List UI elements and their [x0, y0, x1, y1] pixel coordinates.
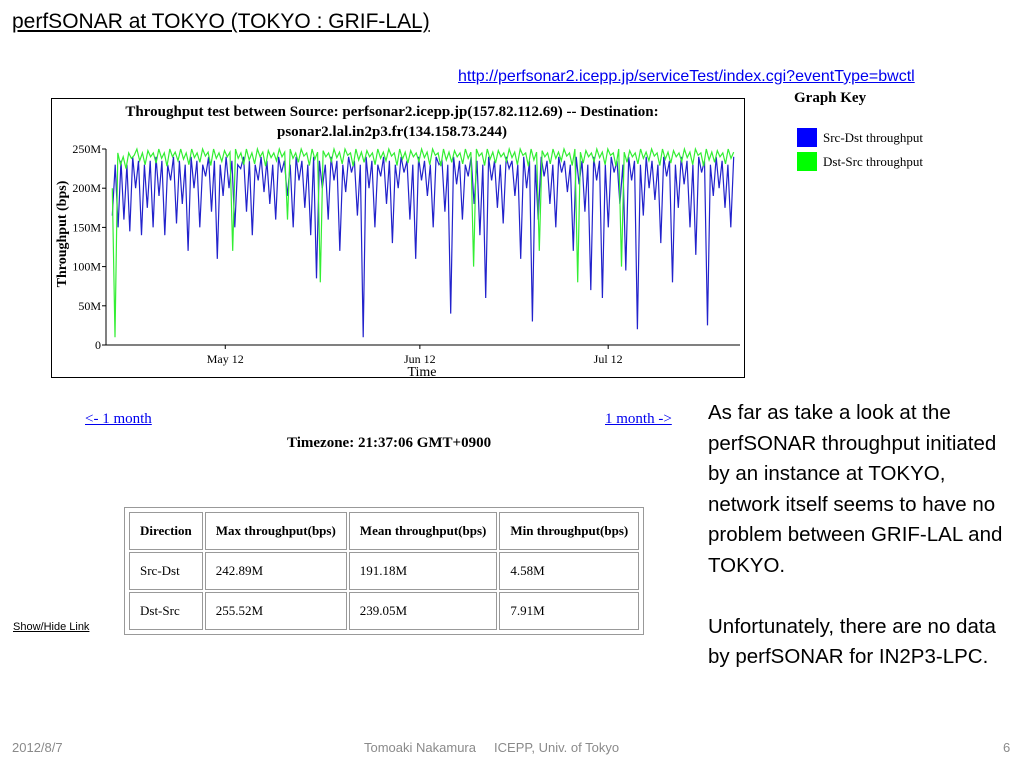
x-tick-label: May 12	[207, 352, 244, 366]
dst-src-swatch	[797, 152, 817, 171]
y-tick-label: 150M	[72, 220, 101, 234]
chart-title-line2: psonar2.lal.in2p3.fr(134.158.73.244)	[277, 124, 507, 140]
x-tick-label: Jun 12	[404, 352, 436, 366]
table-cell: 255.52M	[204, 592, 347, 630]
dst-src-series-line	[111, 146, 735, 338]
y-tick-label: 100M	[72, 260, 101, 274]
prev-month-link[interactable]: <- 1 month	[85, 411, 152, 427]
footer-page-number: 6	[1003, 740, 1011, 755]
y-tick-label: 200M	[72, 181, 101, 195]
y-tick-label: 0	[95, 338, 101, 352]
timezone-label: Timezone: 21:37:06 GMT+0900	[287, 435, 492, 451]
footer-date: 2012/8/7	[12, 740, 63, 755]
graph-key-item-dst-src: Dst-Src throughput	[797, 152, 923, 171]
graph-key: Graph Key Src-Dst throughput Dst-Src thr…	[792, 90, 992, 180]
graph-key-title: Graph Key	[794, 90, 867, 106]
commentary-text: As far as take a look at the perfSONAR t…	[708, 398, 1018, 673]
table-header-row: Direction Max throughput(bps) Mean throu…	[129, 512, 640, 550]
graph-key-item-src-dst: Src-Dst throughput	[797, 128, 923, 147]
chart-title-line1: Throughput test between Source: perfsona…	[125, 104, 658, 120]
table-cell: Dst-Src	[129, 592, 203, 630]
y-tick-label: 250M	[72, 142, 101, 156]
graph-key-label: Dst-Src throughput	[823, 153, 924, 169]
x-tick-label: Jul 12	[594, 352, 623, 366]
table-cell: 4.58M	[499, 552, 640, 590]
next-month-link[interactable]: 1 month ->	[605, 411, 672, 427]
table-cell: 239.05M	[348, 592, 498, 630]
graph-key-label: Src-Dst throughput	[823, 129, 924, 145]
table-header: Min throughput(bps)	[499, 512, 640, 550]
table-row: Dst-Src 255.52M 239.05M 7.91M	[129, 592, 640, 630]
throughput-chart: Throughput test between Source: perfsona…	[51, 98, 745, 378]
table-cell: 191.18M	[348, 552, 498, 590]
src-dst-series-line	[111, 156, 735, 338]
table-header: Direction	[129, 512, 203, 550]
service-test-link[interactable]: http://perfsonar2.icepp.jp/serviceTest/i…	[458, 68, 915, 85]
slide-title: perfSONAR at TOKYO (TOKYO : GRIF-LAL)	[12, 10, 430, 33]
show-hide-link[interactable]: Show/Hide Link	[13, 621, 90, 633]
src-dst-swatch	[797, 128, 817, 147]
table-header: Max throughput(bps)	[204, 512, 347, 550]
table-cell: Src-Dst	[129, 552, 203, 590]
footer-author: Tomoaki Nakamura ICEPP, Univ. of Tokyo	[364, 740, 620, 755]
y-axis-label: Throughput (bps)	[55, 180, 70, 287]
commentary-paragraph-1: As far as take a look at the perfSONAR t…	[708, 401, 1003, 577]
table-row: Src-Dst 242.89M 191.18M 4.58M	[129, 552, 640, 590]
plot-area: 0 50M 100M 150M 200M 250M May 12 Jun 12 Jul 12	[72, 142, 740, 366]
table-cell: 7.91M	[499, 592, 640, 630]
table-header: Mean throughput(bps)	[348, 512, 498, 550]
throughput-chart-svg: Throughput test between Source: perfsona…	[55, 104, 740, 377]
throughput-stats-table: Direction Max throughput(bps) Mean throu…	[124, 507, 645, 635]
x-axis-label: Time	[407, 365, 436, 377]
commentary-paragraph-2: Unfortunately, there are no data by perf…	[708, 614, 996, 669]
y-tick-label: 50M	[78, 299, 101, 313]
table-cell: 242.89M	[204, 552, 347, 590]
